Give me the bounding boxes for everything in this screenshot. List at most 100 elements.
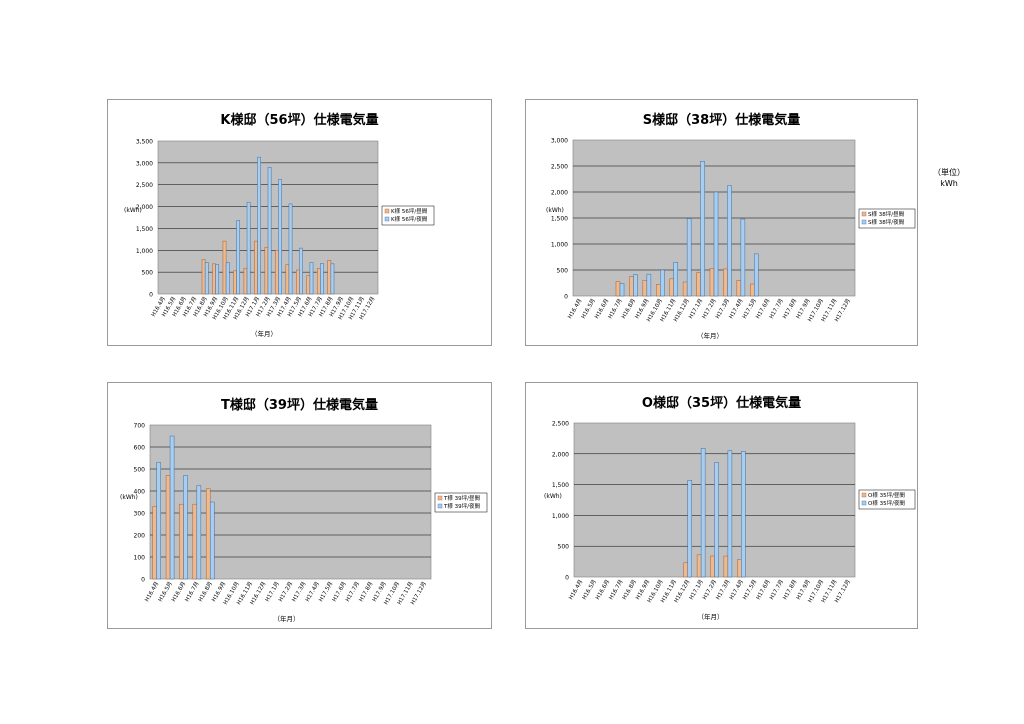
unit-note-label: （単位）: [933, 168, 965, 177]
y-tick-label: 1,500: [552, 482, 569, 489]
bar-day: [222, 240, 227, 295]
chart-o-residence: O様邸（35坪）仕様電気量 0 500 1,000 1,500 2,000 2,500 H1…: [525, 382, 918, 629]
bar-night: [673, 261, 678, 297]
y-tick-label: 2,000: [551, 190, 568, 197]
legend-swatch: [861, 492, 867, 498]
bar-day: [152, 506, 157, 580]
bar-night: [169, 435, 175, 580]
bar-night: [646, 273, 652, 297]
bar-day: [709, 268, 715, 297]
chart-title: S様邸（38坪）仕様電気量: [642, 113, 801, 128]
bar-day: [710, 555, 715, 578]
bar-night: [196, 485, 202, 580]
legend-box: [858, 489, 916, 510]
bar-day: [642, 280, 648, 297]
legend-swatch: [861, 500, 867, 506]
bar-day: [243, 267, 248, 295]
bar-night: [278, 179, 282, 295]
y-tick-label: 500: [557, 268, 569, 275]
legend-swatch: [861, 219, 867, 225]
bar-night: [754, 253, 759, 297]
y-tick-label: 2,500: [551, 164, 568, 171]
y-tick-label: 500: [142, 270, 154, 277]
bar-day: [254, 240, 258, 295]
bar-night: [257, 156, 261, 295]
y-tick-label: 700: [134, 423, 146, 430]
bar-night: [267, 166, 272, 295]
y-axis-label: (kWh): [544, 493, 562, 500]
y-tick-label: 3,500: [136, 139, 153, 146]
legend-entry: K様 56坪/昼間: [391, 207, 428, 215]
y-tick-label: 0: [141, 577, 145, 584]
legend-swatch: [384, 208, 390, 214]
chart-svg: 05001,0001,5002,0002,500H16.4月H16.5月H16.…: [544, 421, 916, 621]
legend-entry: O様 35坪/夜間: [868, 499, 905, 507]
x-axis-label: （年月）: [274, 614, 300, 623]
bar-night: [633, 274, 638, 297]
y-axis-label: (kWh): [546, 207, 564, 214]
bar-night: [204, 262, 209, 295]
chart-svg: 0100200300400500600700H16.4月H16.5月H16.6月…: [120, 423, 488, 623]
bar-night: [700, 161, 705, 297]
bar-day: [306, 275, 311, 295]
bar-day: [165, 475, 171, 580]
y-tick-label: 300: [134, 511, 146, 518]
y-tick-label: 1,000: [551, 242, 568, 249]
bar-night: [713, 191, 719, 297]
bar-night: [714, 462, 719, 578]
legend-swatch: [384, 216, 390, 222]
chart-k-residence: K様邸（56坪）仕様電気量 0 500 1,000 1,500 2,000 2,500 3,…: [107, 99, 492, 346]
y-tick-label: 400: [134, 489, 146, 496]
chart-title: T様邸（39坪）仕様電気量: [221, 398, 378, 413]
unit-note: （単位） kWh: [926, 167, 972, 189]
bar-day: [736, 280, 742, 297]
y-tick-label: 1,500: [551, 216, 568, 223]
bar-night: [727, 185, 732, 297]
x-axis-label: （年月）: [251, 329, 277, 338]
bar-day: [723, 555, 729, 578]
legend-entry: S様 38坪/夜間: [868, 218, 905, 226]
legend-swatch: [861, 211, 867, 217]
bar-night: [740, 218, 746, 297]
y-tick-label: 3,000: [551, 138, 568, 145]
bar-day: [327, 260, 332, 295]
bar-night: [236, 220, 240, 295]
bar-night: [309, 262, 314, 295]
bar-day: [696, 554, 702, 578]
y-tick-label: 500: [558, 544, 570, 551]
bar-day: [296, 269, 300, 295]
y-tick-label: 500: [134, 467, 146, 474]
x-axis-label: （年月）: [698, 612, 724, 621]
bar-night: [727, 450, 733, 578]
y-tick-label: 2,000: [136, 204, 153, 211]
bar-night: [660, 269, 665, 297]
bar-night: [156, 462, 161, 580]
y-tick-label: 0: [564, 294, 568, 301]
y-tick-label: 1,500: [136, 226, 153, 233]
bar-day: [682, 281, 688, 297]
bar-night: [215, 264, 220, 295]
legend-entry: T様 39坪/夜間: [443, 502, 480, 510]
chart-svg: 05001,0001,5002,0002,5003,000H16.4月H16.5…: [546, 138, 916, 340]
bar-night: [687, 480, 693, 578]
bar-day: [264, 246, 269, 295]
bar-night: [209, 501, 215, 580]
legend-swatch: [437, 495, 443, 501]
bar-night: [299, 247, 303, 295]
bar-day: [723, 268, 728, 297]
bar-day: [656, 284, 661, 297]
legend-entry: O様 35坪/昼間: [868, 491, 905, 499]
y-tick-label: 200: [134, 533, 146, 540]
chart-title: K様邸（56坪）仕様電気量: [220, 113, 379, 128]
y-axis-label: (kWh): [120, 494, 138, 501]
bar-day: [750, 283, 755, 297]
bar-day: [736, 559, 742, 578]
bar-night: [183, 475, 188, 580]
bar-day: [192, 503, 198, 580]
bar-night: [288, 203, 293, 295]
y-tick-label: 1,000: [552, 513, 569, 520]
legend-box: [434, 492, 488, 513]
plot-area: [149, 424, 432, 580]
bar-day: [233, 270, 237, 295]
bar-night: [330, 263, 335, 295]
